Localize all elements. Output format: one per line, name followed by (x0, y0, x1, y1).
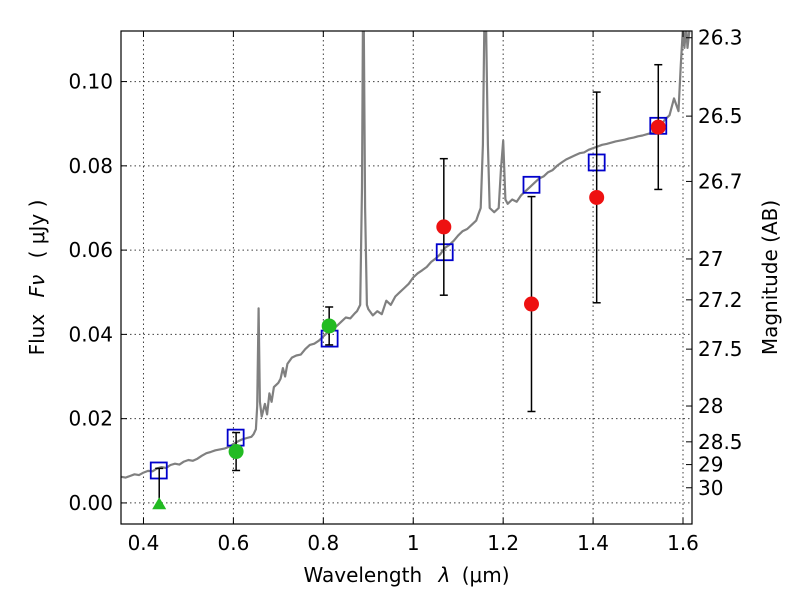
right-tick-label: 26.7 (698, 169, 743, 193)
detection-point (523, 296, 539, 312)
y-tick-label: 0.08 (68, 154, 113, 178)
x-tick-label: 1 (407, 531, 420, 555)
clipped-series (121, 31, 691, 510)
detection-point (228, 444, 244, 460)
right-tick-label: 28 (698, 394, 723, 418)
right-tick-label: 27.2 (698, 288, 743, 312)
detection-point (589, 189, 605, 205)
x-tick-label: 1.4 (577, 531, 609, 555)
y-tick-label: 0.02 (68, 407, 113, 431)
x-axis-label: Wavelength (303, 563, 422, 587)
x-tick-label: 1.6 (667, 531, 699, 555)
right-tick-label: 30 (698, 476, 723, 500)
model-photometry-square (435, 243, 454, 262)
axes: 0.4 0.6 0.8 1 1.2 1.4 1.6 0.00 0.02 0.04 0.06 0.08 0… (68, 26, 742, 555)
x-tick-label: 0.4 (128, 531, 160, 555)
detection-point (321, 318, 337, 334)
y-axis-title: Flux Fν ( μJy ) (25, 200, 49, 356)
plot-area (121, 31, 691, 510)
right-tick-label: 28.5 (698, 430, 743, 454)
x-tick-label: 0.6 (217, 531, 249, 555)
y-tick-label: 0.00 (68, 491, 113, 515)
y-tick-label: 0.10 (68, 70, 113, 94)
y-axis-unit: ( μJy ) (25, 200, 49, 259)
right-axis-title: Magnitude (AB) (758, 200, 782, 355)
detection-point (436, 219, 452, 235)
right-tick-label: 26.3 (698, 26, 743, 50)
upper-limit-triangle (152, 497, 167, 510)
right-tick-label: 27.5 (698, 337, 743, 361)
right-tick-label: 26.5 (698, 104, 743, 128)
right-tick-label: 27 (698, 247, 723, 271)
x-tick-label: 1.2 (487, 531, 519, 555)
x-axis-title: Wavelength λ (μm) (303, 563, 509, 587)
model-spectrum-line (121, 31, 691, 479)
grid-lines (121, 31, 692, 524)
x-axis-unit: (μm) (462, 563, 510, 587)
y-axis-label: Flux (25, 314, 49, 356)
plot-frame (120, 30, 693, 525)
y-axis-symbol: Fν (25, 275, 49, 298)
model-photometry-square (522, 175, 541, 194)
y-tick-label: 0.04 (68, 322, 113, 346)
right-tick-label: 29 (698, 453, 723, 477)
x-tick-label: 0.8 (307, 531, 339, 555)
y-tick-label: 0.06 (68, 238, 113, 262)
x-axis-symbol: λ (438, 563, 451, 587)
detection-point (650, 119, 666, 135)
